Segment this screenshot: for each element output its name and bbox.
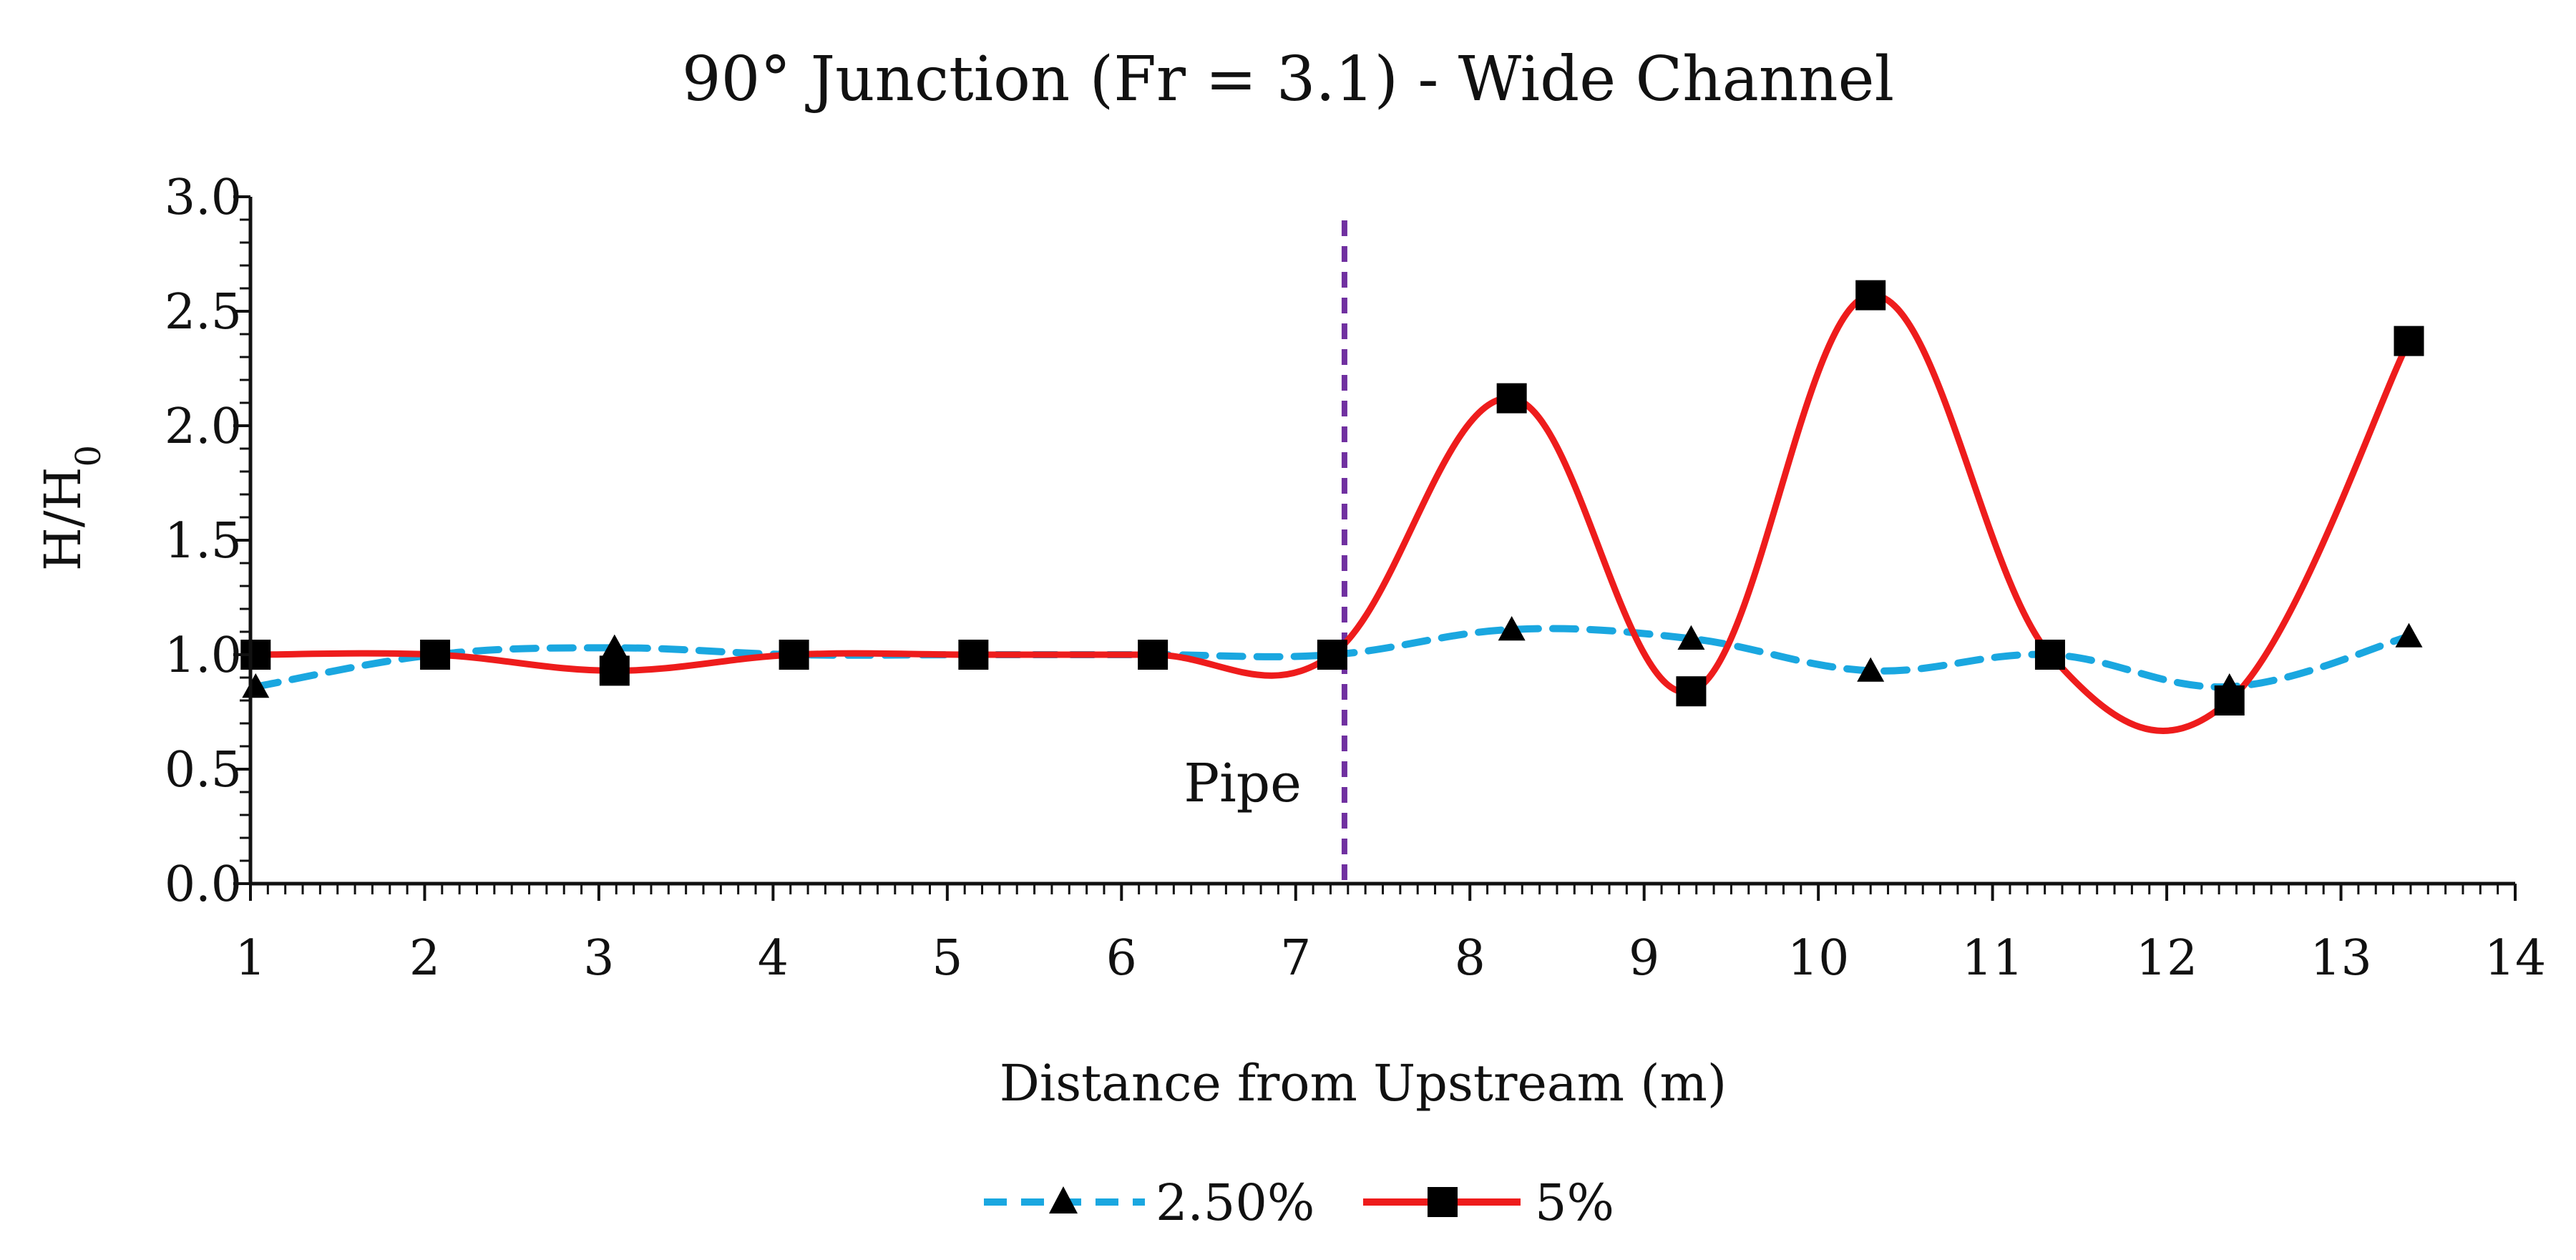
- series-marker-square: [1855, 280, 1886, 311]
- series-marker-square: [1317, 640, 1347, 670]
- y-axis-label-subscript: 0: [69, 445, 109, 467]
- pipe-label: Pipe: [1184, 753, 1302, 814]
- x-tick-label: 9: [1629, 930, 1659, 987]
- y-axis-ticks: 0.0 0.5 1.0 1.5 2.0 2.5 3.0: [165, 170, 250, 913]
- series-marker-square: [420, 640, 451, 670]
- x-tick-label: 7: [1280, 930, 1311, 987]
- y-axis-label-main: H/H: [34, 467, 92, 571]
- series-marker-square: [2214, 685, 2245, 716]
- y-tick-label: 3.0: [165, 170, 242, 226]
- y-tick-label: 1.5: [165, 513, 242, 570]
- x-tick-label: 6: [1106, 930, 1137, 987]
- x-tick-label: 5: [932, 930, 962, 987]
- legend-marker-triangle: [1049, 1186, 1078, 1213]
- y-tick-label: 2.5: [165, 284, 242, 341]
- legend-label-series-5: 5%: [1535, 1173, 1614, 1232]
- y-tick-label: 0.0: [165, 856, 242, 913]
- x-tick-label: 14: [2484, 930, 2547, 987]
- series-marker-square: [2034, 640, 2065, 670]
- y-tick-label: 0.5: [165, 742, 242, 799]
- series-marker-triangle: [1498, 615, 1526, 641]
- marker-layer: [240, 280, 2424, 716]
- legend-item-series-2-50: 2.50%: [984, 1173, 1314, 1232]
- legend-item-series-5: 5%: [1363, 1173, 1614, 1232]
- y-tick-label: 1.0: [165, 627, 242, 684]
- x-tick-label: 13: [2310, 930, 2372, 987]
- x-tick-label: 3: [583, 930, 614, 987]
- series-marker-triangle: [600, 634, 628, 659]
- series-marker-triangle: [1857, 657, 1885, 682]
- x-tick-label: 11: [1961, 930, 2024, 987]
- series-marker-square: [1138, 640, 1169, 670]
- series-marker-square: [599, 655, 630, 686]
- series-marker-square: [2394, 326, 2424, 356]
- x-axis-label: Distance from Upstream (m): [1000, 1054, 1727, 1113]
- x-tick-label: 8: [1455, 930, 1485, 987]
- annotation-layer: Pipe: [1184, 220, 1347, 884]
- series-marker-square: [1676, 676, 1707, 707]
- x-tick-label: 4: [758, 930, 789, 987]
- x-tick-label: 2: [409, 930, 440, 987]
- series-marker-square: [1496, 383, 1527, 414]
- y-tick-label: 2.0: [165, 399, 242, 455]
- series-marker-square: [958, 640, 989, 670]
- x-tick-label: 1: [235, 930, 265, 987]
- legend-marker-square: [1428, 1187, 1458, 1217]
- legend-label-series-2-50: 2.50%: [1156, 1173, 1314, 1232]
- y-axis-label: H/H0: [34, 445, 109, 571]
- x-tick-label: 12: [2136, 930, 2198, 987]
- series-marker-triangle: [2395, 622, 2423, 648]
- legend: 2.50% 5%: [984, 1173, 1614, 1232]
- x-tick-label: 10: [1787, 930, 1850, 987]
- series-marker-square: [779, 640, 809, 670]
- chart-title: 90° Junction (Fr = 3.1) - Wide Channel: [682, 44, 1894, 115]
- x-axis-ticks: 1 2 3 4 5 6 7 8 9 10 11 12 13 14: [235, 884, 2546, 987]
- series-marker-triangle: [1677, 625, 1705, 650]
